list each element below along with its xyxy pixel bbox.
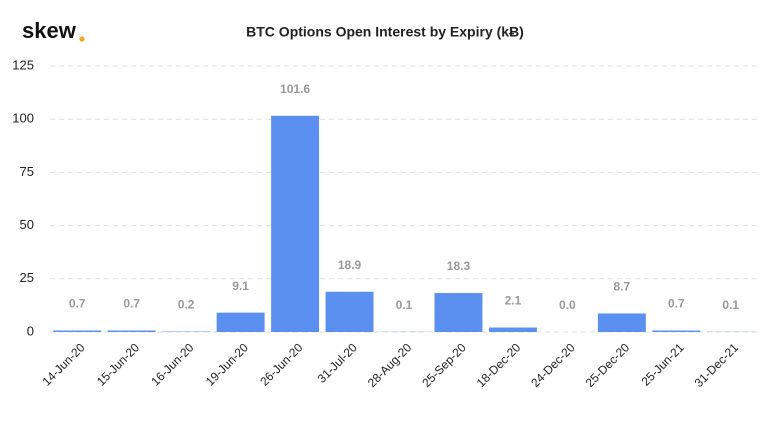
y-tick-label: 50: [20, 217, 34, 232]
bar: [434, 293, 483, 332]
x-tick-label: 25-Dec-20: [583, 340, 633, 390]
y-tick-label: 125: [12, 57, 34, 72]
y-tick-label: 25: [20, 270, 34, 285]
value-label: 0.7: [123, 297, 140, 311]
value-label: 0.1: [396, 298, 413, 312]
value-label: 0.7: [69, 297, 86, 311]
value-label: 8.7: [614, 280, 631, 294]
bar: [107, 330, 156, 332]
chart-title: BTC Options Open Interest by Expiry (kɃ): [246, 24, 524, 40]
bar: [271, 115, 320, 332]
bar: [488, 327, 537, 332]
logo: skew: [22, 18, 77, 43]
x-tick-label: 19-Jun-20: [203, 340, 251, 388]
value-label: 101.6: [280, 82, 310, 96]
value-label: 0.1: [722, 298, 739, 312]
value-label: 18.3: [447, 259, 471, 273]
value-label: 9.1: [232, 279, 249, 293]
bar: [53, 330, 102, 332]
x-tick-label: 24-Dec-20: [528, 340, 578, 390]
value-label: 0.7: [668, 297, 685, 311]
x-tick-label: 25-Jun-21: [639, 340, 687, 388]
x-tick-label: 18-Dec-20: [474, 340, 524, 390]
x-tick-label: 26-Jun-20: [257, 340, 305, 388]
logo-dot: [79, 36, 85, 42]
y-tick-label: 0: [27, 323, 34, 338]
value-label: 18.9: [338, 258, 362, 272]
x-tick-label: 25-Sep-20: [419, 340, 469, 390]
x-tick-label: 14-Jun-20: [39, 340, 87, 388]
x-tick-label: 31-Dec-21: [692, 340, 742, 390]
x-tick-label: 28-Aug-20: [365, 340, 415, 390]
x-tick-label: 15-Jun-20: [94, 340, 142, 388]
value-label: 0.2: [178, 298, 195, 312]
bar: [216, 312, 265, 332]
x-tick-label: 16-Jun-20: [148, 340, 196, 388]
y-tick-label: 100: [12, 111, 34, 126]
y-tick-label: 75: [20, 164, 34, 179]
value-label: 0.0: [559, 298, 576, 312]
bar: [597, 313, 646, 332]
x-tick-label: 31-Jul-20: [315, 340, 361, 386]
bar: [652, 330, 701, 332]
bar: [325, 291, 374, 332]
value-label: 2.1: [505, 294, 522, 308]
